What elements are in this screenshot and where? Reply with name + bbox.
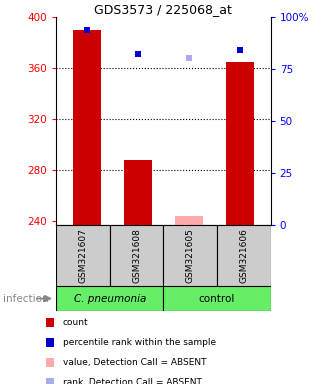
- Bar: [56, 286, 163, 311]
- Bar: [226, 62, 254, 225]
- Text: infection: infection: [3, 293, 49, 304]
- Text: value, Detection Call = ABSENT: value, Detection Call = ABSENT: [63, 358, 206, 367]
- Bar: [124, 160, 152, 225]
- Title: GDS3573 / 225068_at: GDS3573 / 225068_at: [94, 3, 232, 16]
- Bar: [163, 225, 217, 286]
- Text: GSM321605: GSM321605: [186, 228, 195, 283]
- Text: count: count: [63, 318, 88, 327]
- Bar: [73, 30, 101, 225]
- Text: rank, Detection Call = ABSENT: rank, Detection Call = ABSENT: [63, 378, 202, 384]
- Bar: [110, 225, 163, 286]
- Text: C. pneumonia: C. pneumonia: [74, 293, 146, 304]
- Text: percentile rank within the sample: percentile rank within the sample: [63, 338, 216, 347]
- Bar: [217, 225, 271, 286]
- Bar: [163, 286, 271, 311]
- Text: GSM321608: GSM321608: [132, 228, 141, 283]
- Bar: [175, 216, 203, 225]
- Text: control: control: [199, 293, 235, 304]
- Bar: [56, 225, 110, 286]
- Text: GSM321607: GSM321607: [79, 228, 87, 283]
- Text: GSM321606: GSM321606: [239, 228, 248, 283]
